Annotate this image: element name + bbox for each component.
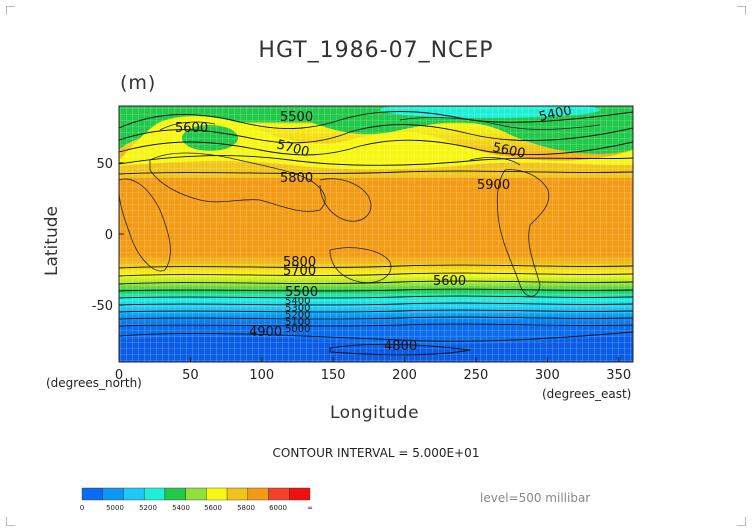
colorbar-swatch bbox=[226, 487, 249, 501]
corner-mark-bl bbox=[6, 517, 15, 526]
contour-label: 5200 bbox=[285, 310, 310, 321]
grid-overlay bbox=[119, 106, 633, 362]
colorbar-labels: 0 5000 5200 5400 5600 5800 6000 ∞ bbox=[80, 504, 313, 512]
x-ticks: 0 50 100 150 200 250 300 350 bbox=[115, 357, 631, 383]
colorbar-swatch bbox=[81, 487, 103, 501]
x-axis-label: Longitude bbox=[330, 403, 420, 423]
y-tick-label: 50 bbox=[96, 157, 113, 172]
coastlines bbox=[119, 117, 601, 297]
contour-label: 5400 bbox=[285, 296, 310, 307]
x-tick-label: 100 bbox=[249, 368, 274, 383]
x-tick-label: 350 bbox=[606, 368, 631, 383]
level-text: level=500 millibar bbox=[480, 491, 591, 505]
colorbar-label: 5800 bbox=[237, 504, 255, 512]
contour-label: 5800 bbox=[283, 255, 316, 270]
colorbar-swatch bbox=[123, 487, 145, 501]
x-tick-label: 200 bbox=[392, 368, 417, 383]
y-tick-label: -50 bbox=[92, 299, 113, 314]
colorbar-label: 5000 bbox=[106, 504, 124, 512]
colorbar-label: 6000 bbox=[269, 504, 287, 512]
contour-label: 4800 bbox=[384, 339, 417, 354]
x-tick-label: 250 bbox=[464, 368, 489, 383]
colorbar-label: 5400 bbox=[172, 504, 190, 512]
contour-label: 5900 bbox=[477, 178, 510, 193]
colorbar-boxes bbox=[81, 487, 311, 501]
colorbar-swatch bbox=[185, 487, 207, 501]
corner-mark-br bbox=[737, 517, 746, 526]
contour-label: 5500 bbox=[280, 110, 313, 125]
colorbar-label: 0 bbox=[80, 504, 84, 512]
contour-label: 5800 bbox=[280, 171, 313, 186]
contour-interval-text: CONTOUR INTERVAL = 5.000E+01 bbox=[272, 446, 480, 460]
colorbar-swatch bbox=[143, 487, 166, 501]
colorbar-swatch bbox=[289, 487, 311, 501]
x-tick-label: 50 bbox=[182, 368, 199, 383]
colorbar-label: ∞ bbox=[307, 504, 313, 512]
contour-label: 4900 bbox=[249, 325, 282, 340]
contour-label: 5500 bbox=[285, 285, 318, 300]
y-tick-label: 0 bbox=[105, 228, 113, 243]
x-tick-label: 0 bbox=[115, 368, 123, 383]
corner-mark-tl bbox=[6, 6, 15, 15]
x-unit-label: (degrees_east) bbox=[542, 387, 632, 401]
contour-label: 5600 bbox=[433, 274, 466, 289]
contour-label: 5600 bbox=[175, 121, 208, 136]
contour-label: 5700 bbox=[283, 264, 316, 279]
y-ticks: 50 0 -50 bbox=[92, 157, 124, 314]
contour-label: 5300 bbox=[285, 303, 310, 314]
contour-label: 5400 bbox=[538, 103, 573, 125]
colorbar-label: 5600 bbox=[204, 504, 222, 512]
colorbar-swatch bbox=[206, 487, 228, 501]
contour-label: 5600 bbox=[491, 140, 526, 162]
corner-mark-tr bbox=[737, 6, 746, 15]
contour-label: 5100 bbox=[285, 317, 310, 328]
chart-title: HGT_1986-07_NCEP bbox=[258, 38, 494, 63]
x-tick-label: 300 bbox=[535, 368, 560, 383]
x-tick-label: 150 bbox=[321, 368, 346, 383]
y-unit-label: (degrees_north) bbox=[46, 376, 142, 390]
colorbar-swatch bbox=[102, 487, 124, 501]
units-label: (m) bbox=[120, 72, 157, 94]
colorbar-swatch bbox=[164, 487, 186, 501]
contour-lines bbox=[119, 111, 633, 356]
contour-label: 5000 bbox=[285, 324, 310, 335]
colorbar-swatch bbox=[247, 487, 269, 501]
colorbar-label: 5200 bbox=[139, 504, 157, 512]
colorbar-swatch bbox=[268, 487, 290, 501]
